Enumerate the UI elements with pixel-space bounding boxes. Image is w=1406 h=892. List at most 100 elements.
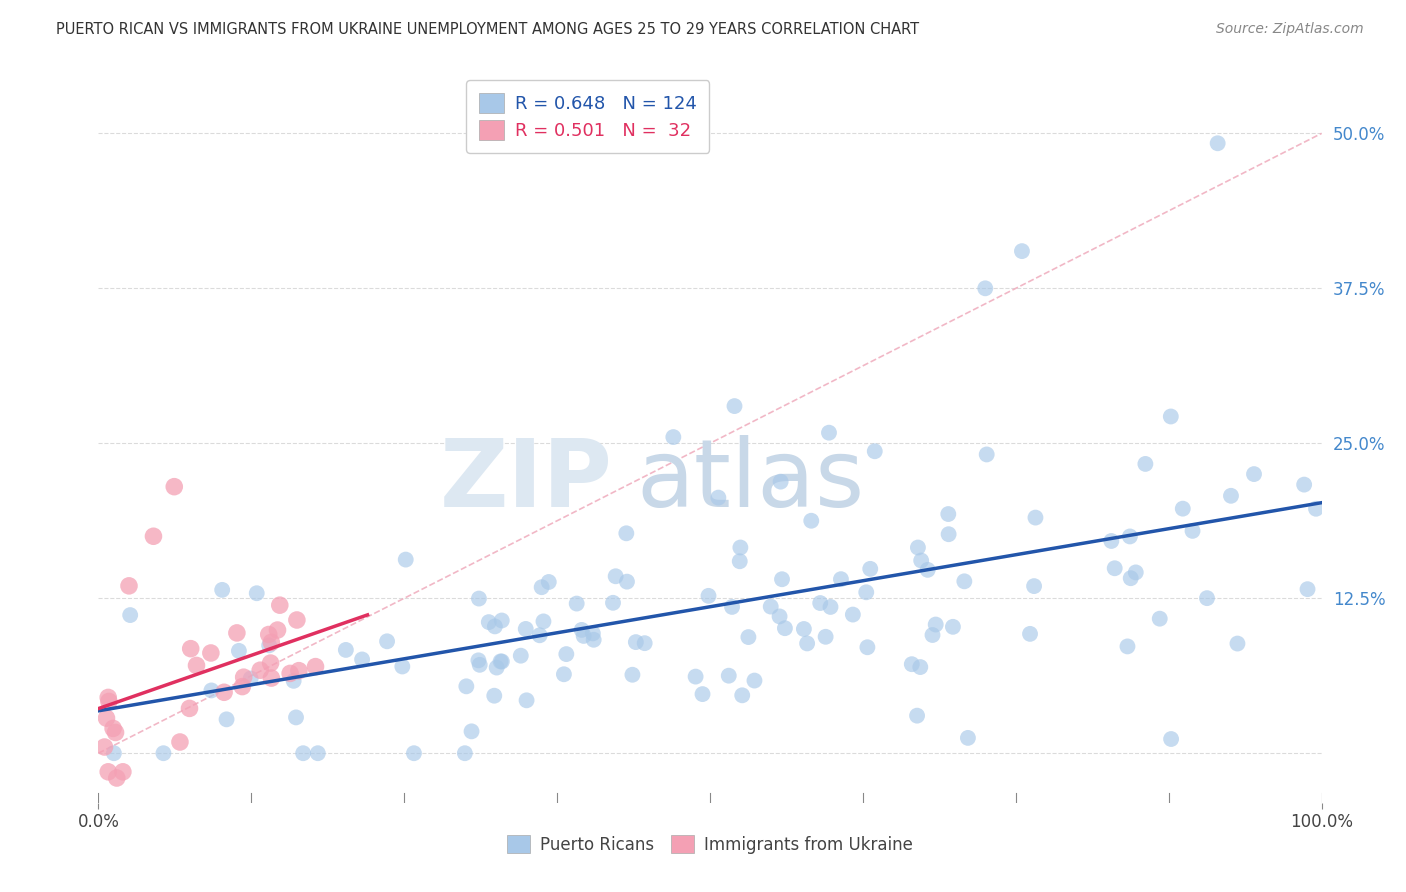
Text: atlas: atlas	[637, 435, 865, 527]
Point	[485, 660, 508, 674]
Point	[820, 599, 842, 614]
Point	[731, 688, 754, 702]
Point	[285, 613, 308, 627]
Point	[938, 527, 960, 541]
Point	[478, 615, 501, 629]
Point	[565, 597, 588, 611]
Point	[723, 399, 745, 413]
Point	[707, 491, 730, 505]
Point	[200, 683, 222, 698]
Point	[232, 670, 254, 684]
Point	[228, 644, 250, 658]
Point	[239, 672, 262, 686]
Point	[120, 608, 142, 623]
Point	[1019, 627, 1042, 641]
Point	[1024, 510, 1046, 524]
Point	[856, 640, 879, 655]
Point	[1119, 571, 1142, 585]
Point	[602, 596, 624, 610]
Point	[921, 628, 943, 642]
Point	[662, 430, 685, 444]
Point	[907, 541, 929, 555]
Point	[530, 580, 553, 594]
Point	[692, 687, 714, 701]
Point	[468, 591, 491, 606]
Point	[97, 694, 120, 708]
Point	[1149, 612, 1171, 626]
Point	[278, 666, 301, 681]
Point	[186, 658, 208, 673]
Point	[118, 579, 141, 593]
Point	[101, 722, 124, 736]
Point	[260, 671, 283, 685]
Point	[1125, 566, 1147, 580]
Point	[800, 514, 823, 528]
Point	[200, 646, 222, 660]
Point	[103, 746, 125, 760]
Point	[1226, 636, 1249, 650]
Point	[605, 569, 627, 583]
Point	[728, 554, 751, 568]
Point	[537, 574, 560, 589]
Point	[491, 614, 513, 628]
Point	[456, 679, 478, 693]
Point	[925, 617, 948, 632]
Point	[533, 615, 555, 629]
Point	[395, 552, 418, 566]
Point	[773, 621, 796, 635]
Point	[491, 655, 513, 669]
Point	[717, 668, 740, 682]
Point	[509, 648, 531, 663]
Point	[179, 701, 201, 715]
Point	[307, 746, 329, 760]
Point	[953, 574, 976, 589]
Point	[624, 635, 647, 649]
Point	[1160, 409, 1182, 424]
Text: PUERTO RICAN VS IMMIGRANTS FROM UKRAINE UNEMPLOYMENT AMONG AGES 25 TO 29 YEARS C: PUERTO RICAN VS IMMIGRANTS FROM UKRAINE …	[56, 22, 920, 37]
Point	[292, 746, 315, 760]
Point	[768, 609, 790, 624]
Point	[572, 629, 595, 643]
Point	[1243, 467, 1265, 481]
Point	[96, 711, 118, 725]
Point	[1206, 136, 1229, 151]
Point	[942, 620, 965, 634]
Point	[1305, 501, 1327, 516]
Point	[685, 670, 707, 684]
Point	[266, 623, 288, 637]
Point	[976, 447, 998, 461]
Point	[529, 628, 551, 642]
Point	[269, 598, 291, 612]
Point	[744, 673, 766, 688]
Point	[1022, 579, 1045, 593]
Point	[454, 746, 477, 760]
Point	[1160, 731, 1182, 746]
Point	[582, 626, 605, 640]
Point	[402, 746, 425, 760]
Point	[391, 659, 413, 673]
Point	[855, 585, 877, 599]
Point	[1011, 244, 1033, 259]
Point	[721, 599, 744, 614]
Point	[304, 659, 326, 673]
Point	[467, 653, 489, 667]
Point	[830, 572, 852, 586]
Point	[571, 623, 593, 637]
Point	[759, 599, 782, 614]
Point	[974, 281, 997, 295]
Point	[283, 673, 305, 688]
Point	[1099, 533, 1122, 548]
Point	[257, 638, 280, 652]
Point	[111, 764, 134, 779]
Point	[910, 660, 932, 674]
Point	[814, 630, 837, 644]
Y-axis label: Unemployment Among Ages 25 to 29 years: Unemployment Among Ages 25 to 29 years	[0, 269, 7, 605]
Point	[285, 710, 308, 724]
Point	[1296, 582, 1319, 597]
Point	[211, 582, 233, 597]
Point	[215, 712, 238, 726]
Point	[180, 641, 202, 656]
Point	[905, 708, 928, 723]
Legend: Puerto Ricans, Immigrants from Ukraine: Puerto Ricans, Immigrants from Ukraine	[501, 829, 920, 860]
Point	[1294, 477, 1316, 491]
